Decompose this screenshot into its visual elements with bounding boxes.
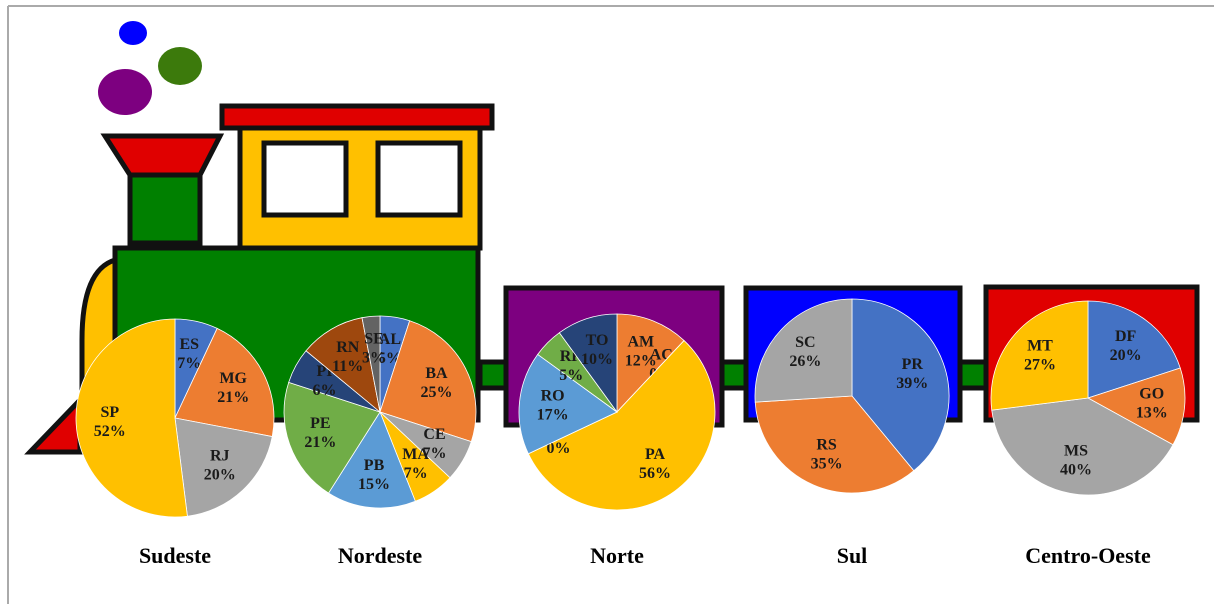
pie-title: Nordeste <box>338 543 423 568</box>
slice-category-label: MT <box>1027 337 1053 354</box>
slice-category-label: ES <box>179 336 199 353</box>
slice-category-label: DF <box>1115 328 1137 345</box>
slice-value-label: 7% <box>177 355 201 372</box>
slice-category-label: RN <box>336 339 360 356</box>
slice-value-label: 17% <box>537 407 569 424</box>
slice-category-label: MA <box>402 446 429 463</box>
pie-slice <box>991 397 1174 496</box>
pie-slice <box>283 381 381 494</box>
slice-category-label: RO <box>541 388 565 405</box>
pie-slice <box>851 298 950 472</box>
slice-value-label: 11% <box>332 358 363 375</box>
slice-value-label: 5% <box>559 367 583 384</box>
slice-value-label: 21% <box>304 434 336 451</box>
pie-slice <box>754 395 915 494</box>
pie-charts: ES 7% MG 21% RJ 20% SP 52% Sudeste AL 5% BA 25% CE 7% M… <box>75 298 1186 568</box>
train-illustration <box>7 5 1214 604</box>
pie-slice <box>75 318 188 518</box>
slice-value-label: 13% <box>1136 405 1168 422</box>
pie-slice <box>1087 300 1181 399</box>
slice-value-label: 27% <box>1024 356 1056 373</box>
slice-category-label: GO <box>1139 386 1164 403</box>
slice-category-label: TO <box>586 332 609 349</box>
slice-value-label: 26% <box>789 353 821 370</box>
pie-slice <box>379 320 477 443</box>
pie-slice <box>305 317 381 414</box>
pie-slice <box>1086 367 1186 446</box>
slice-category-label: PR <box>902 356 924 373</box>
slice-category-label: AM <box>627 334 654 351</box>
slice-category-label: SE <box>364 331 384 348</box>
pie-title: Norte <box>590 543 644 568</box>
slice-value-label: 6% <box>312 382 336 399</box>
slice-category-label: SC <box>795 334 815 351</box>
slice-category-label: RJ <box>210 447 230 464</box>
pie-slice <box>558 313 618 414</box>
slice-category-label: MG <box>219 370 247 387</box>
slice-value-label: 12% <box>625 353 657 370</box>
slice-category-label: SP <box>100 404 119 421</box>
pie-slice <box>518 353 618 455</box>
slice-value-label: 3% <box>362 350 386 367</box>
slice-category-label: BA <box>425 365 448 382</box>
pie-slice <box>616 313 685 414</box>
slice-value-label: 10% <box>581 351 613 368</box>
pie-slice <box>328 411 416 509</box>
pie-slice <box>174 417 273 517</box>
slice-category-label: PB <box>364 457 385 474</box>
pie-slice <box>527 339 716 511</box>
pie-slice <box>754 298 853 403</box>
pie-title: Centro-Oeste <box>1025 543 1151 568</box>
slice-value-label: 25% <box>420 384 452 401</box>
slice-value-label: 39% <box>896 375 928 392</box>
slice-category-label: PE <box>310 415 330 432</box>
slice-value-label: 7% <box>404 465 428 482</box>
slice-category-label: AL <box>379 331 401 348</box>
slice-value-label: 40% <box>1060 462 1092 479</box>
slice-category-label: PA <box>645 446 666 463</box>
slice-value-label: 20% <box>1110 347 1142 364</box>
slice-value-label: 35% <box>811 455 843 472</box>
slice-value-label: 0% <box>546 440 570 457</box>
pie-slice <box>361 315 381 413</box>
slice-category-label: CE <box>423 426 445 443</box>
slice-category-label: RS <box>816 436 837 453</box>
pie-slice <box>990 300 1089 411</box>
slice-value-label: 15% <box>358 476 390 493</box>
slice-value-label: 20% <box>204 466 236 483</box>
pie-slice <box>174 327 275 438</box>
slice-value-label: 21% <box>217 389 249 406</box>
slice-value-label: 52% <box>94 423 126 440</box>
pie-title: Sul <box>837 543 868 568</box>
pie-title: Sudeste <box>139 543 211 568</box>
slice-value-label: 56% <box>639 465 671 482</box>
slice-category-label: MS <box>1064 443 1088 460</box>
